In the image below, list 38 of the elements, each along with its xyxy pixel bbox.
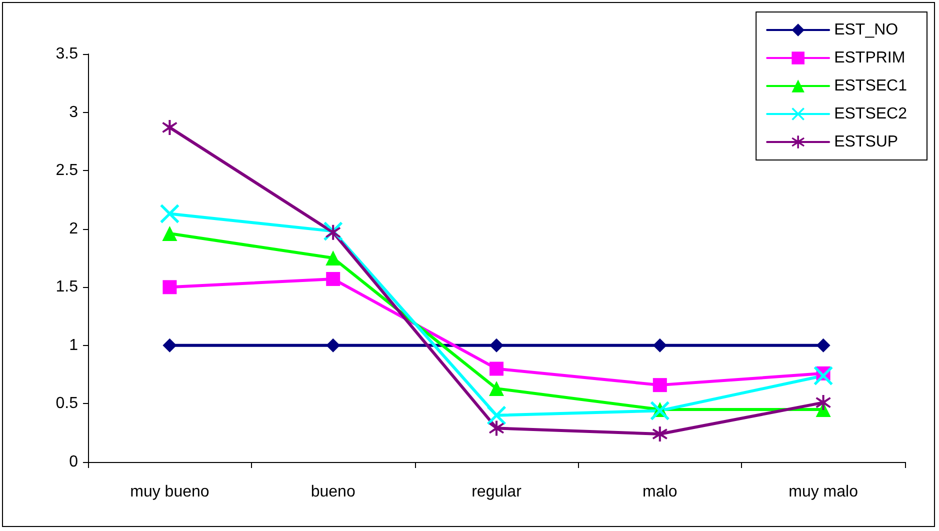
y-tick-label: 2.5 (56, 162, 78, 180)
y-tick-label: 1.5 (56, 278, 78, 296)
point (326, 338, 340, 352)
x-tick-label: muy bueno (130, 484, 210, 500)
point (162, 226, 178, 242)
x-tick-label: bueno (310, 484, 356, 500)
point (650, 401, 670, 420)
point (490, 338, 504, 352)
x-tick-label: malo (642, 484, 678, 500)
point (489, 381, 504, 396)
legend-label: ESTPRIM (834, 50, 906, 66)
legend-label: ESTSEC1 (834, 78, 908, 94)
point (816, 338, 830, 352)
point (162, 338, 177, 352)
y-tick-label: 2 (69, 220, 78, 238)
point (487, 406, 506, 425)
x-tick-label: regular (472, 484, 522, 500)
legend-label: ESTSUP (834, 134, 898, 150)
legend-label: ESTSEC2 (834, 106, 908, 122)
point (326, 272, 340, 286)
y-tick-label: 3 (69, 104, 78, 121)
point (160, 204, 180, 224)
point (816, 395, 831, 410)
point (162, 280, 177, 294)
point (326, 250, 341, 266)
x-tick-label: muy malo (788, 484, 858, 500)
y-tick-label: 3.5 (56, 46, 78, 62)
y-tick-label: 0 (69, 454, 78, 470)
legend-label: EST_NO (834, 22, 898, 38)
point (652, 378, 667, 392)
point (814, 366, 833, 386)
point (489, 420, 504, 436)
point (652, 426, 668, 442)
y-tick-label: 0.5 (56, 395, 78, 412)
point (490, 362, 504, 376)
point (162, 120, 178, 135)
point (652, 338, 667, 352)
y-tick-label: 1 (69, 336, 78, 354)
